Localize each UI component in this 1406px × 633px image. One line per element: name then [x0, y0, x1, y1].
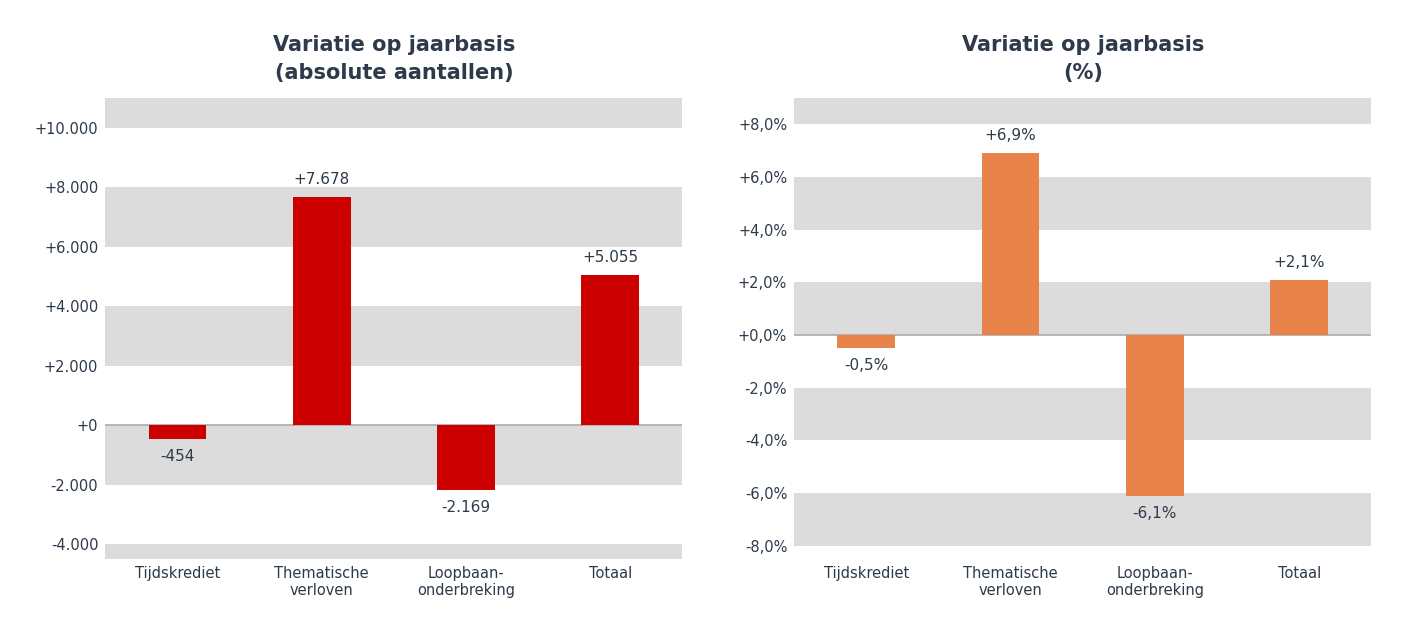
Title: Variatie op jaarbasis
(%): Variatie op jaarbasis (%) [962, 35, 1204, 83]
Bar [105, 187, 682, 247]
Text: -0,5%: -0,5% [844, 358, 889, 373]
Text: -6,1%: -6,1% [1133, 506, 1177, 521]
Bar [1270, 280, 1329, 335]
Bar [149, 425, 207, 439]
Bar [794, 177, 1371, 230]
Bar [1126, 335, 1184, 496]
Bar [292, 197, 350, 425]
Text: +6,9%: +6,9% [984, 128, 1036, 143]
Bar [105, 544, 682, 559]
Bar [105, 98, 682, 128]
Text: +5.055: +5.055 [582, 250, 638, 265]
Bar [105, 425, 682, 485]
Text: -454: -454 [160, 449, 194, 464]
Bar [838, 335, 896, 348]
Bar [794, 98, 1371, 125]
Bar [794, 388, 1371, 441]
Bar [582, 275, 640, 425]
Bar [794, 493, 1371, 546]
Bar [981, 153, 1039, 335]
Title: Variatie op jaarbasis
(absolute aantallen): Variatie op jaarbasis (absolute aantalle… [273, 35, 515, 83]
Bar [794, 282, 1371, 335]
Text: +7.678: +7.678 [294, 172, 350, 187]
Text: +2,1%: +2,1% [1274, 254, 1324, 270]
Text: -2.169: -2.169 [441, 500, 491, 515]
Bar [437, 425, 495, 490]
Bar [105, 306, 682, 366]
